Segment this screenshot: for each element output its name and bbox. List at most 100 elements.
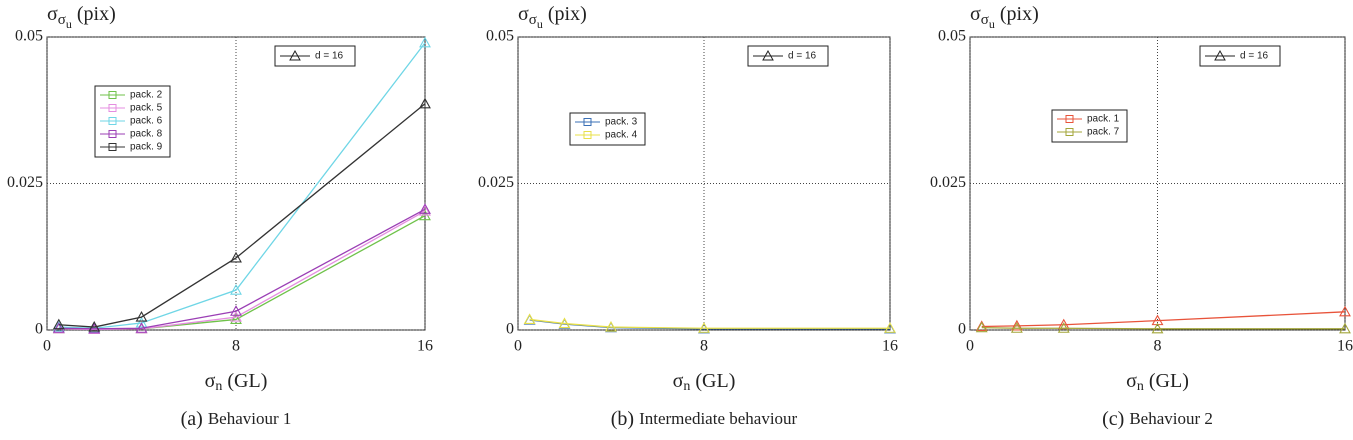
legend-marker (108, 117, 117, 125)
legend-marker (108, 143, 117, 151)
series-line (58, 103, 426, 328)
y-label-sub: σ (981, 12, 989, 28)
point-marker (88, 322, 101, 334)
y-axis-label: σσu (pix) (970, 3, 1039, 31)
legend-label: pack. 8 (130, 129, 163, 140)
caption-text: Behaviour 2 (1129, 409, 1213, 428)
point-marker (558, 317, 571, 329)
legend-marker (289, 49, 301, 61)
y-label-unit: (pix) (1000, 3, 1039, 25)
point-marker (1339, 305, 1351, 317)
x-tick-label: 16 (417, 338, 433, 355)
caption-letter: (c) (1102, 408, 1124, 430)
y-tick-label: 0 (35, 321, 43, 338)
legend-label: d = 16 (315, 51, 344, 62)
point-marker (230, 251, 242, 263)
legend-marker (108, 104, 117, 112)
caption-letter: (b) (611, 408, 634, 430)
legend-marker (1065, 115, 1074, 123)
x-label-unit: (GL) (227, 370, 267, 392)
point-marker (884, 322, 896, 333)
point-marker (975, 320, 988, 332)
y-axis-label: σσu (pix) (47, 3, 116, 31)
series-line (58, 215, 426, 331)
legend-label: pack. 3 (605, 117, 638, 128)
point-marker (419, 97, 431, 109)
y-label-unit: (pix) (77, 3, 116, 25)
point-marker (1057, 322, 1070, 333)
y-tick-label: 0 (506, 321, 514, 338)
legend-marker (1065, 128, 1074, 136)
series-line (58, 208, 426, 330)
x-label-sub: n (683, 379, 690, 394)
x-label-symbol: σ (1126, 370, 1137, 392)
caption: (c) Behaviour 2 (1102, 408, 1213, 430)
x-tick-label: 0 (43, 338, 51, 355)
x-tick-label: 8 (700, 338, 708, 355)
point-marker (1010, 322, 1023, 333)
y-label-unit: (pix) (548, 3, 587, 25)
series-line (529, 318, 890, 329)
y-tick-label: 0.025 (7, 174, 43, 191)
x-label-unit: (GL) (1149, 370, 1189, 392)
legend-marker (762, 49, 774, 61)
point-marker (419, 36, 431, 48)
legend-label: d = 16 (788, 51, 817, 62)
legend-label: pack. 7 (1087, 127, 1120, 138)
point-marker (230, 313, 242, 325)
x-tick-label: 0 (514, 338, 522, 355)
series-line (58, 210, 426, 331)
point-marker (52, 318, 65, 330)
y-label-sub: σ (58, 12, 66, 28)
point-marker (135, 310, 148, 322)
x-tick-label: 0 (966, 338, 974, 355)
y-label-subsub: u (989, 17, 995, 31)
point-marker (1010, 319, 1023, 331)
x-tick-label: 16 (882, 338, 898, 355)
y-tick-label: 0 (958, 321, 966, 338)
y-tick-label: 0.025 (930, 174, 966, 191)
caption: (b) Intermediate behaviour (611, 408, 798, 430)
legend-box (569, 112, 646, 146)
series-line (981, 311, 1346, 328)
y-tick-label: 0.025 (478, 174, 514, 191)
x-tick-label: 8 (1154, 338, 1162, 355)
legend-box (1051, 109, 1128, 143)
legend-label: pack. 2 (130, 90, 163, 101)
x-tick-label: 16 (1337, 338, 1353, 355)
x-label-symbol: σ (205, 370, 216, 392)
point-marker (523, 313, 536, 325)
x-label-sub: n (1137, 379, 1144, 394)
point-marker (1151, 322, 1164, 334)
point-marker (135, 322, 148, 333)
x-label-unit: (GL) (695, 370, 735, 392)
caption: (a) Behaviour 1 (181, 408, 292, 430)
point-marker (230, 305, 242, 316)
point-marker (1339, 322, 1351, 334)
y-tick-label: 0.05 (15, 28, 43, 45)
legend-label: pack. 5 (130, 103, 163, 114)
point-marker (605, 320, 617, 332)
point-marker (698, 322, 710, 333)
point-marker (52, 322, 65, 333)
x-axis-label: σn (GL) (673, 370, 736, 395)
caption-text: Behaviour 1 (208, 409, 292, 428)
point-marker (419, 203, 431, 214)
y-tick-label: 0.05 (938, 28, 966, 45)
x-axis-label: σn (GL) (205, 370, 268, 395)
legend-marker (583, 118, 592, 126)
series-line (981, 327, 1345, 330)
caption-letter: (a) (181, 408, 203, 430)
y-label-symbol: σ (970, 3, 981, 25)
y-label-sub: σ (529, 12, 537, 28)
caption-text: Intermediate behaviour (639, 409, 797, 428)
legend-label: pack. 4 (605, 130, 638, 141)
point-marker (135, 316, 148, 328)
legend-label: d = 16 (1240, 51, 1269, 62)
legend-marker (583, 131, 592, 139)
legend-label: pack. 9 (130, 142, 163, 153)
legend-label: pack. 6 (130, 116, 163, 127)
